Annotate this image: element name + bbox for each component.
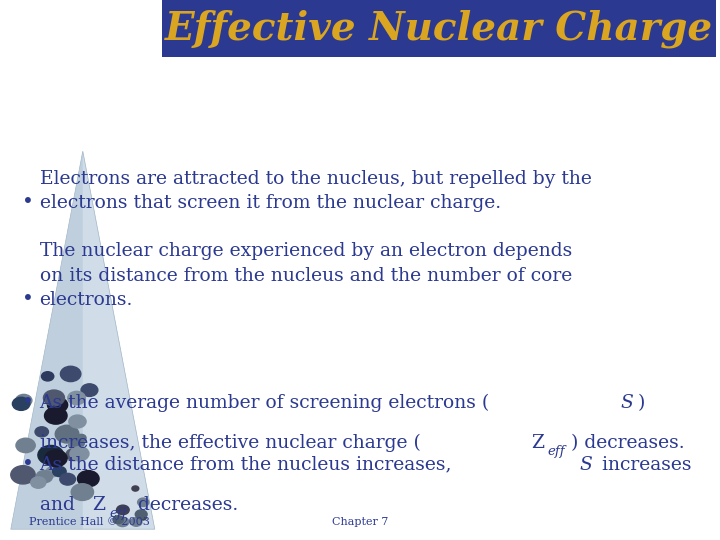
Text: Z: Z (92, 496, 105, 514)
Circle shape (77, 434, 86, 441)
Circle shape (117, 505, 129, 515)
Text: Chapter 7: Chapter 7 (332, 517, 388, 527)
Text: eff: eff (548, 444, 565, 458)
Circle shape (68, 441, 80, 449)
Circle shape (46, 467, 59, 477)
Circle shape (16, 394, 32, 407)
Circle shape (132, 486, 139, 491)
FancyBboxPatch shape (162, 0, 716, 57)
Polygon shape (11, 151, 83, 529)
Circle shape (66, 449, 82, 461)
Circle shape (38, 446, 63, 465)
Circle shape (53, 467, 66, 477)
Circle shape (78, 470, 99, 487)
Text: ): ) (637, 394, 644, 411)
Text: Electrons are attracted to the nucleus, but repelled by the
electrons that scree: Electrons are attracted to the nucleus, … (40, 170, 591, 212)
Circle shape (12, 397, 30, 410)
Circle shape (113, 516, 123, 524)
Circle shape (130, 518, 142, 526)
Circle shape (31, 477, 46, 488)
Circle shape (42, 372, 54, 381)
Circle shape (71, 484, 94, 501)
Circle shape (135, 510, 147, 519)
Circle shape (117, 517, 129, 526)
Circle shape (11, 465, 35, 484)
Circle shape (45, 450, 67, 467)
Text: Z: Z (531, 434, 544, 452)
Circle shape (55, 426, 79, 443)
Circle shape (48, 397, 68, 413)
Text: •: • (22, 393, 33, 411)
Text: Prentice Hall © 2003: Prentice Hall © 2003 (29, 517, 150, 527)
Circle shape (16, 438, 35, 453)
Text: increases: increases (596, 456, 692, 474)
Text: S: S (580, 456, 593, 474)
Text: •: • (22, 455, 33, 474)
Circle shape (73, 438, 84, 448)
Circle shape (36, 470, 53, 483)
Text: ) decreases.: ) decreases. (570, 434, 684, 452)
Circle shape (35, 427, 48, 437)
Circle shape (43, 390, 65, 406)
Circle shape (138, 498, 149, 507)
Text: As the average number of screening electrons (: As the average number of screening elect… (40, 394, 490, 411)
Circle shape (68, 392, 86, 404)
Text: eff: eff (109, 507, 127, 520)
Text: S: S (621, 394, 634, 411)
Circle shape (45, 407, 67, 424)
Polygon shape (11, 151, 155, 529)
Circle shape (69, 415, 86, 428)
Text: Effective Nuclear Charge: Effective Nuclear Charge (165, 9, 714, 48)
Text: The nuclear charge experienced by an electron depends
on its distance from the n: The nuclear charge experienced by an ele… (40, 242, 572, 309)
Circle shape (139, 515, 146, 520)
Circle shape (81, 384, 98, 396)
Text: increases, the effective nuclear charge (: increases, the effective nuclear charge … (40, 434, 420, 452)
Text: and: and (40, 496, 81, 514)
Text: •: • (22, 193, 33, 212)
Circle shape (70, 447, 89, 461)
Text: As the distance from the nucleus increases,: As the distance from the nucleus increas… (40, 456, 458, 474)
Text: •: • (22, 290, 33, 309)
Text: decreases.: decreases. (132, 496, 238, 514)
Circle shape (60, 474, 76, 485)
Circle shape (60, 366, 81, 382)
